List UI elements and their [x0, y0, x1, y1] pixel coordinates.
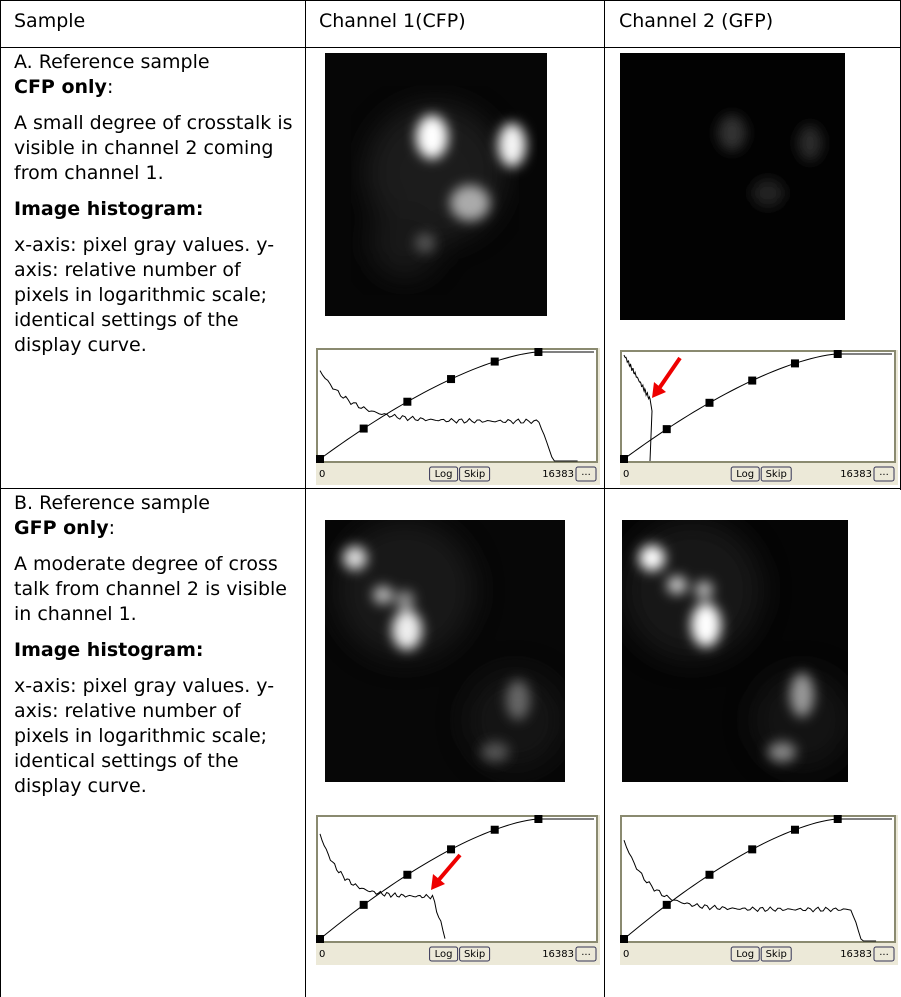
border	[0, 0, 1, 997]
sample-title: B. Reference sample	[14, 492, 210, 514]
more-button: ...	[581, 947, 591, 958]
microscope-image	[620, 53, 845, 320]
curve-handle	[403, 871, 411, 879]
curve-handle	[748, 845, 756, 853]
border	[0, 488, 901, 489]
sample-cell: B. Reference sample GFP only: A moderate …	[14, 491, 299, 810]
axis-min: 0	[623, 949, 629, 960]
border	[0, 47, 901, 48]
sample-title-bold: GFP only	[14, 517, 109, 539]
curve-handle	[705, 399, 713, 407]
curve-handle	[316, 935, 324, 943]
histogram-note: x-axis: pixel gray values. y-axis: relat…	[14, 674, 299, 799]
curve-handle	[705, 871, 713, 879]
more-button: ...	[581, 467, 591, 478]
histogram-panel: 0 Log Skip 16383...	[620, 815, 898, 965]
curve-handle	[491, 826, 499, 834]
microscope-image	[622, 520, 848, 782]
sample-title-bold: CFP only	[14, 76, 107, 98]
curve-handle	[620, 455, 628, 463]
curve-handle	[491, 358, 499, 366]
log-button: Log	[435, 469, 453, 480]
curve-handle	[447, 845, 455, 853]
curve-handle	[620, 935, 628, 943]
border	[305, 0, 306, 997]
histogram-note: x-axis: pixel gray values. y-axis: relat…	[14, 233, 299, 358]
description: A moderate degree of cross talk from cha…	[14, 552, 299, 627]
skip-button: Skip	[464, 949, 485, 960]
curve-handle	[791, 826, 799, 834]
axis-max: 16383	[542, 949, 574, 960]
axis-min: 0	[319, 469, 325, 480]
curve-handle	[360, 901, 368, 909]
skip-button: Skip	[766, 949, 787, 960]
histogram-panel: 0 Log Skip 16383...	[316, 348, 600, 485]
curve-handle	[748, 377, 756, 385]
curve-handle	[834, 350, 842, 358]
column-header: Channel 1(CFP)	[319, 10, 466, 32]
log-button: Log	[435, 949, 453, 960]
microscope-image	[325, 53, 547, 316]
axis-max: 16383	[542, 469, 574, 480]
histogram-heading: Image histogram:	[14, 638, 299, 663]
skip-button: Skip	[766, 469, 787, 480]
log-button: Log	[736, 469, 754, 480]
punctuation: :	[107, 76, 113, 98]
curve-handle	[834, 815, 842, 823]
sample-cell: A. Reference sample CFP only: A small deg…	[14, 50, 299, 369]
curve-handle	[447, 375, 455, 383]
border	[604, 0, 605, 997]
curve-handle	[663, 901, 671, 909]
curve-handle	[791, 359, 799, 367]
plot-area	[317, 349, 597, 462]
column-header: Sample	[14, 10, 85, 32]
plot-area	[621, 816, 895, 942]
plot-area	[317, 816, 597, 942]
sample-title: A. Reference sample	[14, 51, 210, 73]
log-button: Log	[736, 949, 754, 960]
punctuation: :	[109, 517, 115, 539]
page: Sample Channel 1(CFP) Channel 2 (GFP) A.…	[0, 0, 901, 997]
more-button: ...	[879, 467, 889, 478]
curve-handle	[663, 425, 671, 433]
more-button: ...	[879, 947, 889, 958]
curve-handle	[534, 815, 542, 823]
column-header: Channel 2 (GFP)	[619, 10, 773, 32]
curve-handle	[316, 455, 324, 463]
curve-handle	[360, 425, 368, 433]
plot-area	[621, 351, 895, 462]
curve-handle	[403, 398, 411, 406]
axis-min: 0	[319, 949, 325, 960]
histogram-panel: 0 Log Skip 16383...	[620, 350, 898, 485]
axis-max: 16383	[840, 949, 872, 960]
axis-min: 0	[623, 469, 629, 480]
description: A small degree of crosstalk is visible i…	[14, 111, 299, 186]
curve-handle	[534, 348, 542, 356]
histogram-heading: Image histogram:	[14, 197, 299, 222]
histogram-panel: 0 Log Skip 16383...	[316, 815, 600, 965]
microscope-image	[325, 520, 565, 782]
skip-button: Skip	[464, 469, 485, 480]
border	[0, 0, 901, 1]
axis-max: 16383	[840, 469, 872, 480]
